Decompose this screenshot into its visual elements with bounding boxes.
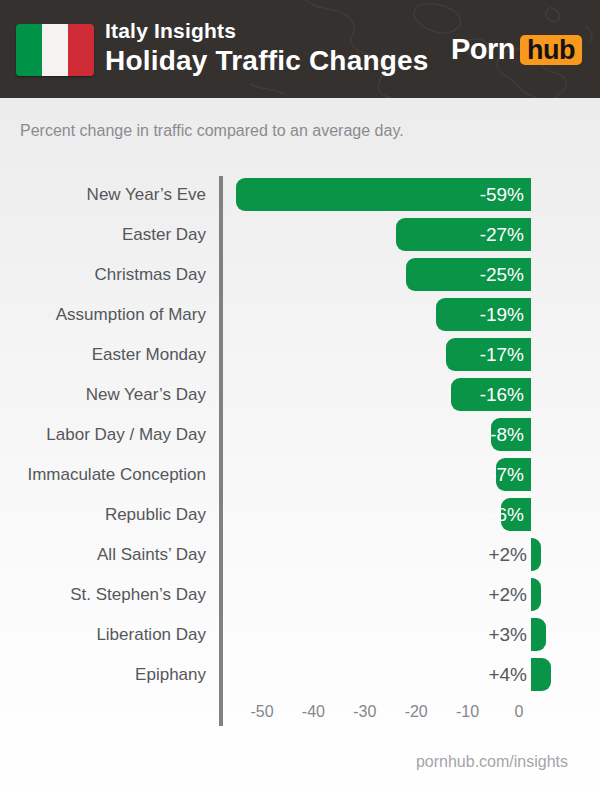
bar-liberation-day <box>531 618 546 651</box>
bar-value-labor-day-may-day: -8% <box>490 418 524 451</box>
x-tick--50: -50 <box>250 703 273 721</box>
bar-value-assumption-of-mary: -19% <box>480 298 524 331</box>
category-label-epiphany: Epiphany <box>0 658 206 691</box>
pornhub-logo: Porn hub <box>451 33 582 66</box>
category-label-labor-day-may-day: Labor Day / May Day <box>0 418 206 451</box>
category-label-easter-day: Easter Day <box>0 218 206 251</box>
bar-value-new-year-s-day: -16% <box>480 378 524 411</box>
insights-title: Italy Insights <box>105 18 429 44</box>
bar-st-stephen-s-day <box>531 578 541 611</box>
chart-subtitle: Percent change in traffic compared to an… <box>20 122 404 140</box>
flag-green-stripe <box>16 24 42 76</box>
bar-value-new-year-s-eve: -59% <box>480 178 524 211</box>
logo-hub-badge: hub <box>520 35 582 65</box>
chart-area: Percent change in traffic compared to an… <box>0 98 600 797</box>
flag-white-stripe <box>42 24 68 76</box>
category-label-new-year-s-eve: New Year’s Eve <box>0 178 206 211</box>
italy-flag-icon <box>16 24 94 76</box>
bar-value-christmas-day: -25% <box>480 258 524 291</box>
bar-value-liberation-day: +3% <box>488 618 527 651</box>
bar-epiphany <box>531 658 551 691</box>
flag-red-stripe <box>68 24 94 76</box>
header-titles: Italy Insights Holiday Traffic Changes <box>105 18 429 77</box>
category-label-assumption-of-mary: Assumption of Mary <box>0 298 206 331</box>
bar-value-easter-day: -27% <box>480 218 524 251</box>
zero-axis-line <box>219 176 223 726</box>
bar-value-republic-day: -6% <box>490 498 524 531</box>
header: Italy Insights Holiday Traffic Changes P… <box>0 0 600 98</box>
category-label-easter-monday: Easter Monday <box>0 338 206 371</box>
category-label-liberation-day: Liberation Day <box>0 618 206 651</box>
bar-value-epiphany: +4% <box>488 658 527 691</box>
footer-url: pornhub.com/insights <box>416 753 568 771</box>
category-label-republic-day: Republic Day <box>0 498 206 531</box>
bar-value-st-stephen-s-day: +2% <box>488 578 527 611</box>
x-tick-0: 0 <box>515 703 524 721</box>
bar-value-immaculate-conception: -7% <box>490 458 524 491</box>
category-label-christmas-day: Christmas Day <box>0 258 206 291</box>
x-tick--10: -10 <box>456 703 479 721</box>
category-label-new-year-s-day: New Year’s Day <box>0 378 206 411</box>
bar-all-saints-day <box>531 538 541 571</box>
x-tick--40: -40 <box>302 703 325 721</box>
bar-value-easter-monday: -17% <box>480 338 524 371</box>
x-tick--20: -20 <box>405 703 428 721</box>
logo-porn-text: Porn <box>451 33 515 66</box>
category-label-st-stephen-s-day: St. Stephen’s Day <box>0 578 206 611</box>
bar-value-all-saints-day: +2% <box>488 538 527 571</box>
page-title: Holiday Traffic Changes <box>105 44 429 77</box>
x-tick--30: -30 <box>353 703 376 721</box>
category-label-immaculate-conception: Immaculate Conception <box>0 458 206 491</box>
category-label-all-saints-day: All Saints’ Day <box>0 538 206 571</box>
